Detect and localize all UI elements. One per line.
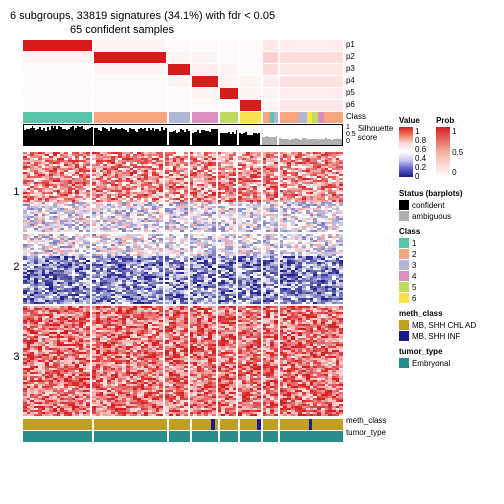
class-track	[23, 112, 343, 123]
main-plot: 123 p1p2p3p4p5p6 Class 10.50Silhouette s…	[10, 40, 494, 443]
tumor-type-track	[23, 431, 343, 442]
legends: Value10.80.60.40.20Prob10.50Status (barp…	[391, 40, 494, 443]
prob-tracks	[23, 40, 343, 111]
silhouette-track	[23, 124, 343, 146]
cluster-labels: 123	[10, 40, 23, 443]
heatmap	[23, 152, 343, 416]
subtitle: 65 confident samples	[70, 24, 494, 36]
plot-area	[23, 40, 343, 443]
meth-class-track	[23, 419, 343, 430]
title: 6 subgroups, 33819 signatures (34.1%) wi…	[10, 10, 494, 22]
track-labels: p1p2p3p4p5p6 Class 10.50Silhouette score…	[343, 40, 391, 443]
